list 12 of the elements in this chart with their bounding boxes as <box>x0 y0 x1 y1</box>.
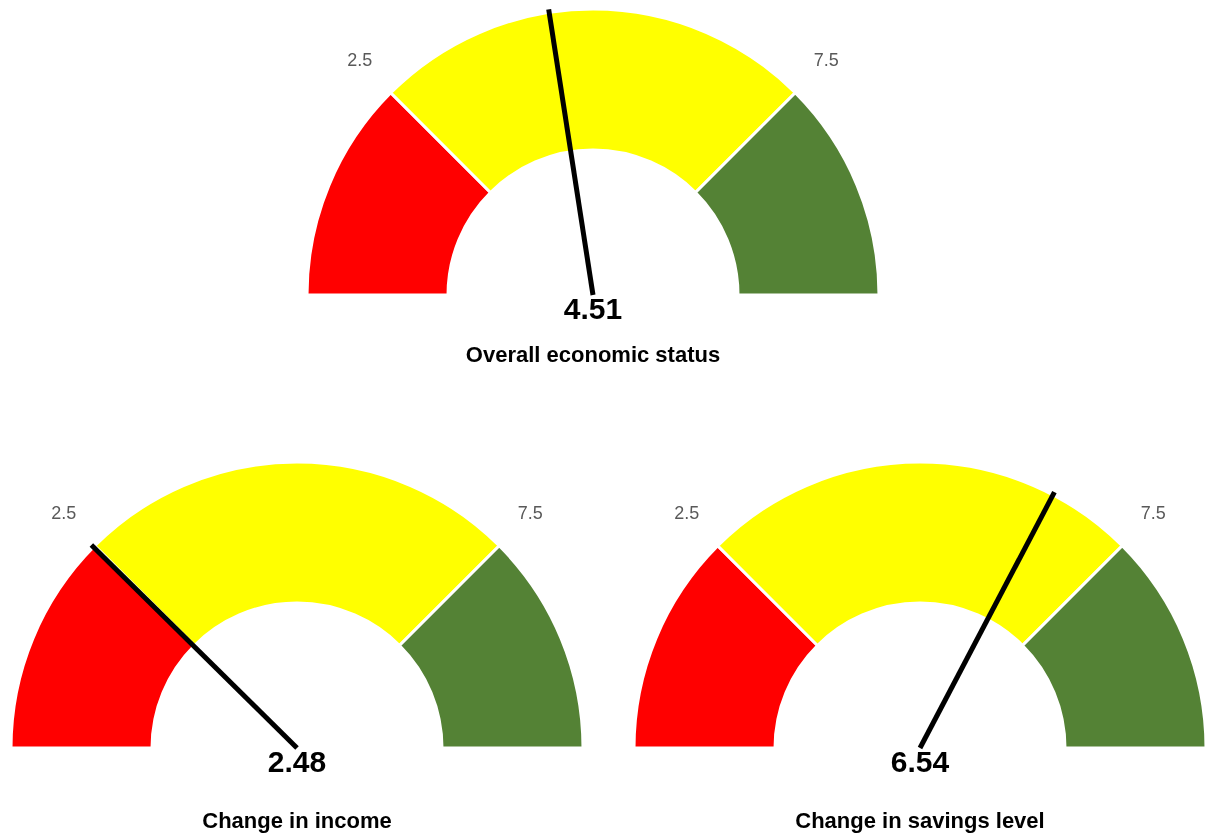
text: 6.54 <box>890 744 950 778</box>
text: 4.51 <box>563 291 623 325</box>
text: 7.5 <box>517 503 543 524</box>
text: 7.5 <box>813 50 839 71</box>
text: 2.5 <box>51 503 77 524</box>
text: Overall economic status <box>465 342 721 367</box>
text: 2.48 <box>267 744 327 778</box>
text: 7.5 <box>1140 503 1166 524</box>
text: 2.5 <box>674 503 700 524</box>
text: 2.5 <box>347 50 373 71</box>
text: Change in income <box>202 808 392 833</box>
text: Change in savings level <box>795 808 1045 833</box>
